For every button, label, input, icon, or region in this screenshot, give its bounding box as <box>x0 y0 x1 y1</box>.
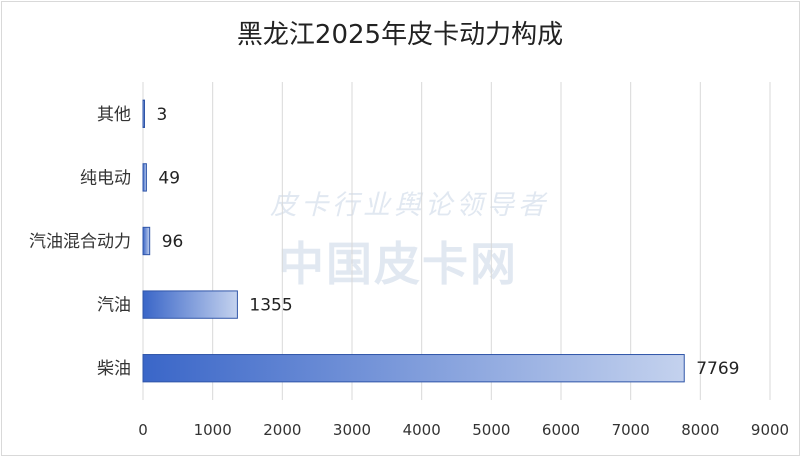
watermark-slogan: 皮卡行业舆论领导者 <box>270 190 549 221</box>
category-label: 汽油 <box>97 296 131 316</box>
x-tick-label: 7000 <box>612 421 650 439</box>
bar <box>142 226 151 256</box>
x-tick-label: 3000 <box>333 421 371 439</box>
data-label: 3 <box>157 105 168 125</box>
x-tick-label: 9000 <box>751 421 789 439</box>
chart-title: 黑龙江2025年皮卡动力构成 <box>236 20 564 50</box>
category-label: 柴油 <box>97 359 131 379</box>
x-tick-label: 0 <box>138 421 148 439</box>
x-tick-label: 4000 <box>403 421 441 439</box>
category-label: 纯电动 <box>80 168 131 188</box>
bar <box>142 163 147 192</box>
category-label: 其他 <box>97 105 131 125</box>
watermark-brand: 中国皮卡网 <box>278 237 518 291</box>
x-tick-label: 1000 <box>194 421 232 439</box>
data-label: 49 <box>158 168 180 188</box>
x-tick-label: 2000 <box>263 421 301 439</box>
bar <box>142 99 145 128</box>
bar <box>142 290 238 319</box>
data-label: 1355 <box>249 296 292 316</box>
data-label: 7769 <box>696 359 739 379</box>
bar <box>142 354 685 383</box>
x-tick-label: 6000 <box>542 421 580 439</box>
data-label: 96 <box>162 232 184 252</box>
x-tick-label: 8000 <box>681 421 719 439</box>
category-label: 汽油混合动力 <box>29 232 131 252</box>
x-tick-label: 5000 <box>472 421 510 439</box>
